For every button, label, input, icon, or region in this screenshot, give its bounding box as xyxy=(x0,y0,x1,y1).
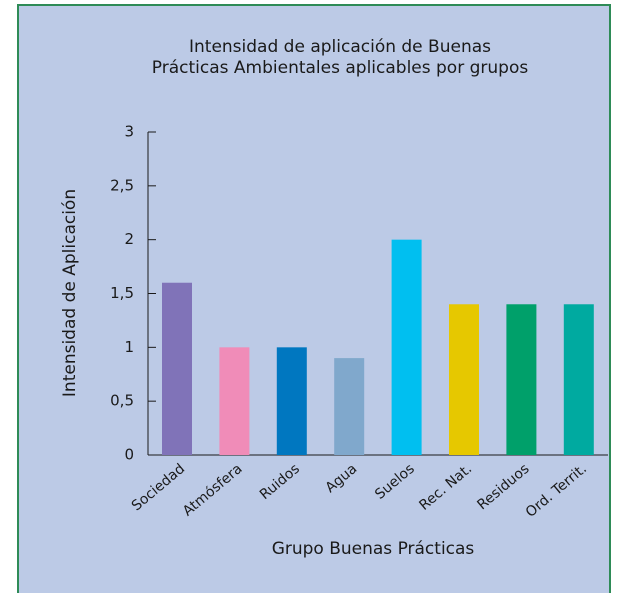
y-tick-label: 1 xyxy=(124,338,134,356)
y-axis-label: Intensidad de Aplicación xyxy=(60,189,80,397)
bar xyxy=(563,304,594,455)
bar xyxy=(162,282,192,455)
bar xyxy=(276,347,307,455)
y-tick-label: 0 xyxy=(124,446,134,464)
bar xyxy=(391,239,422,455)
y-tick-label: 2,5 xyxy=(110,176,134,194)
bar xyxy=(219,347,250,455)
chart-title: Intensidad de aplicación de Buenas xyxy=(189,37,491,57)
bar xyxy=(449,304,479,455)
x-axis-label: Grupo Buenas Prácticas xyxy=(272,539,475,559)
chart-background xyxy=(17,4,611,593)
y-tick-label: 0,5 xyxy=(110,392,134,410)
chart-title: Prácticas Ambientales aplicables por gru… xyxy=(152,58,529,78)
y-tick-label: 2 xyxy=(124,230,134,248)
y-tick-label: 3 xyxy=(124,123,134,141)
bar xyxy=(506,304,537,455)
bar xyxy=(334,358,365,455)
y-tick-label: 1,5 xyxy=(110,284,134,302)
